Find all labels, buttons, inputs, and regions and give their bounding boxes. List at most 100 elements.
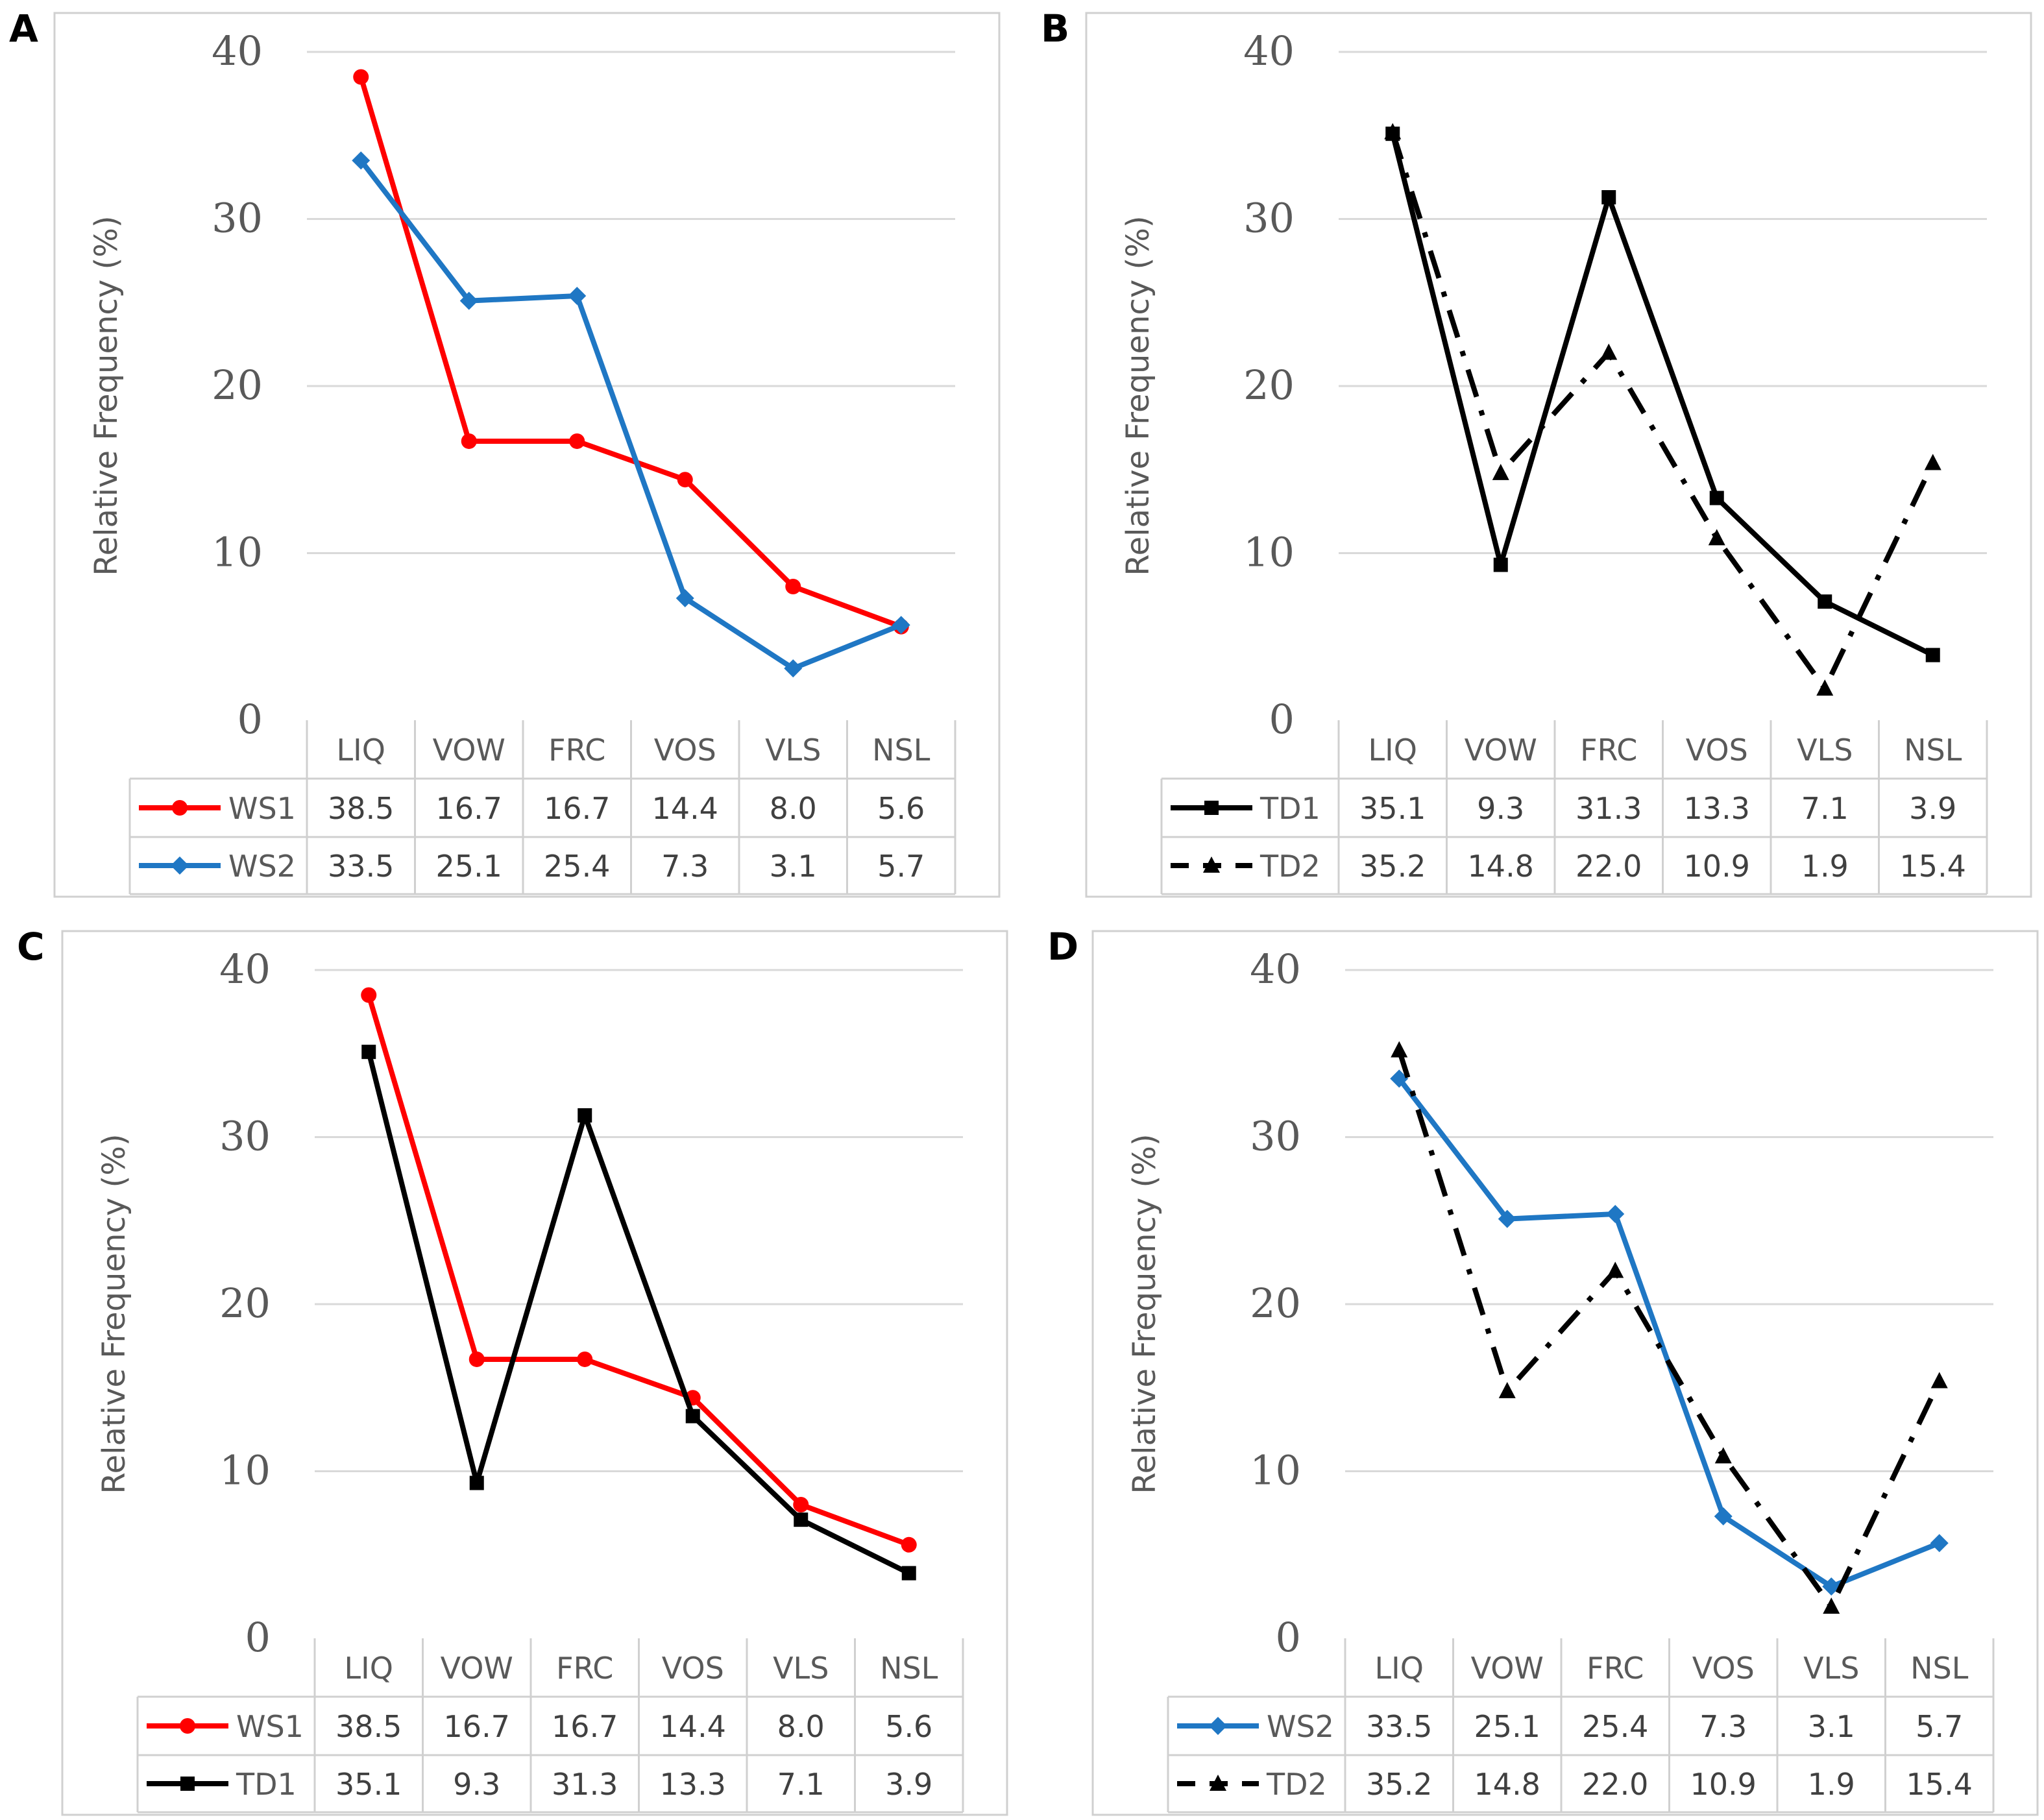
y-tick-label: 10 [1243,529,1295,576]
data-point-ws1 [461,433,477,449]
chart-panel-b: B 0 10 20 30 40 Relative Frequency (%) LIQ VOW FR… [1041,6,2032,898]
table-value: 5.7 [877,849,925,884]
series-td1 [1385,127,1940,662]
data-point-ws1 [901,1536,917,1553]
data-point-td1 [1601,190,1616,205]
y-axis-title: Relative Frequency (%) [1120,215,1156,576]
table-value: 16.7 [444,1709,510,1744]
data-point-td2 [1384,123,1402,140]
x-category-label: FRC [1580,733,1637,768]
data-point-ws2 [1498,1209,1516,1228]
panel-label: D [1047,925,1078,969]
table-value: 35.2 [1359,849,1426,884]
table-value: 22.0 [1576,849,1642,884]
legend-series-name: WS1 [228,791,296,826]
y-tick-label: 30 [212,195,263,242]
data-point-ws2 [352,151,371,170]
series-line-ws1 [358,76,903,629]
x-category-label: VOS [1692,1651,1755,1686]
data-point-ws2 [675,589,694,608]
legend-series-name: WS2 [228,849,296,884]
data-point-ws1 [361,987,377,1003]
table-value: 25.4 [544,849,610,884]
table-value: 13.3 [1684,791,1750,826]
table-value: 16.7 [552,1709,618,1744]
data-point-td1 [901,1566,916,1581]
table-value: 5.6 [877,791,925,826]
legend-marker [172,800,188,816]
legend-series-name: TD2 [1259,849,1320,884]
data-point-td1 [794,1512,809,1527]
x-category-label: VLS [765,733,821,768]
legend-series-name: TD2 [1266,1767,1327,1802]
data-point-ws2 [459,291,478,310]
y-tick-label: 40 [1243,27,1295,75]
series-td1 [361,1045,916,1581]
legend-series-name: TD1 [1259,791,1320,826]
panel-label: B [1041,6,1069,51]
legend-marker [180,1718,195,1734]
x-category-label: VLS [1797,733,1853,768]
data-point-ws1 [468,1351,485,1367]
x-category-label: NSL [880,1651,938,1686]
table-value: 13.3 [660,1767,726,1802]
table-value: 14.8 [1474,1767,1540,1802]
data-point-td1 [1925,648,1940,662]
series-ws1 [353,69,909,635]
data-table [136,1638,964,1814]
y-tick-label: 30 [219,1113,271,1160]
data-point-td1 [685,1409,700,1424]
data-point-td2 [1823,1597,1840,1614]
series-ws2 [352,151,910,678]
chart-frame [1085,12,2032,898]
series-line-ws2 [1397,1076,1941,1590]
series-line-td2 [1390,131,1936,692]
table-value: 22.0 [1582,1767,1648,1802]
y-tick-label: 40 [212,27,263,75]
y-tick-label: 0 [237,696,263,743]
y-gridlines [307,51,955,554]
data-point-ws2 [568,286,587,305]
x-category-label: FRC [556,1651,613,1686]
y-tick-label: 30 [1243,195,1295,242]
series-line-ws1 [366,994,910,1547]
y-tick-label: 10 [219,1447,271,1494]
table-value: 14.8 [1468,849,1534,884]
data-point-td2 [1492,463,1509,480]
data-point-ws1 [677,472,693,488]
table-value: 15.4 [1906,1767,1973,1802]
y-axis-title: Relative Frequency (%) [88,215,125,576]
table-value: 10.9 [1684,849,1750,884]
legend-series-name: TD1 [236,1767,297,1802]
y-tick-label: 0 [1269,696,1295,743]
table-value: 38.5 [335,1709,402,1744]
y-tick-label: 20 [1243,361,1295,409]
table-value: 8.0 [770,791,817,826]
legend-key-td2 [1177,1775,1259,1791]
x-category-label: VOS [1686,733,1748,768]
data-point-ws2 [1930,1534,1949,1553]
table-value: 31.3 [1576,791,1642,826]
data-point-td2 [1607,1261,1624,1278]
data-point-td1 [1709,491,1724,505]
data-table [128,720,956,895]
data-point-td1 [578,1108,592,1123]
x-category-label: NSL [1910,1651,1969,1686]
y-tick-label: 40 [219,945,271,993]
table-value: 3.9 [885,1767,932,1802]
y-gridlines [1345,969,1993,1472]
legend-key-td1 [147,1777,228,1791]
table-value: 25.1 [436,849,502,884]
data-point-td1 [361,1045,376,1060]
legend-key-ws1 [139,800,221,816]
table-value: 7.1 [1801,791,1849,826]
legend-key-ws1 [147,1718,228,1734]
data-point-ws1 [577,1351,593,1367]
legend-marker [1209,1717,1227,1735]
table-value: 10.9 [1690,1767,1757,1802]
x-category-label: VOS [654,733,716,768]
x-category-label: VOS [662,1651,724,1686]
chart-panel-c: C 0 10 20 30 40 Relative Frequency (%) LIQ VOW FR… [17,925,1008,1816]
data-table [1167,1638,1995,1814]
x-category-label: VOW [441,1651,513,1686]
